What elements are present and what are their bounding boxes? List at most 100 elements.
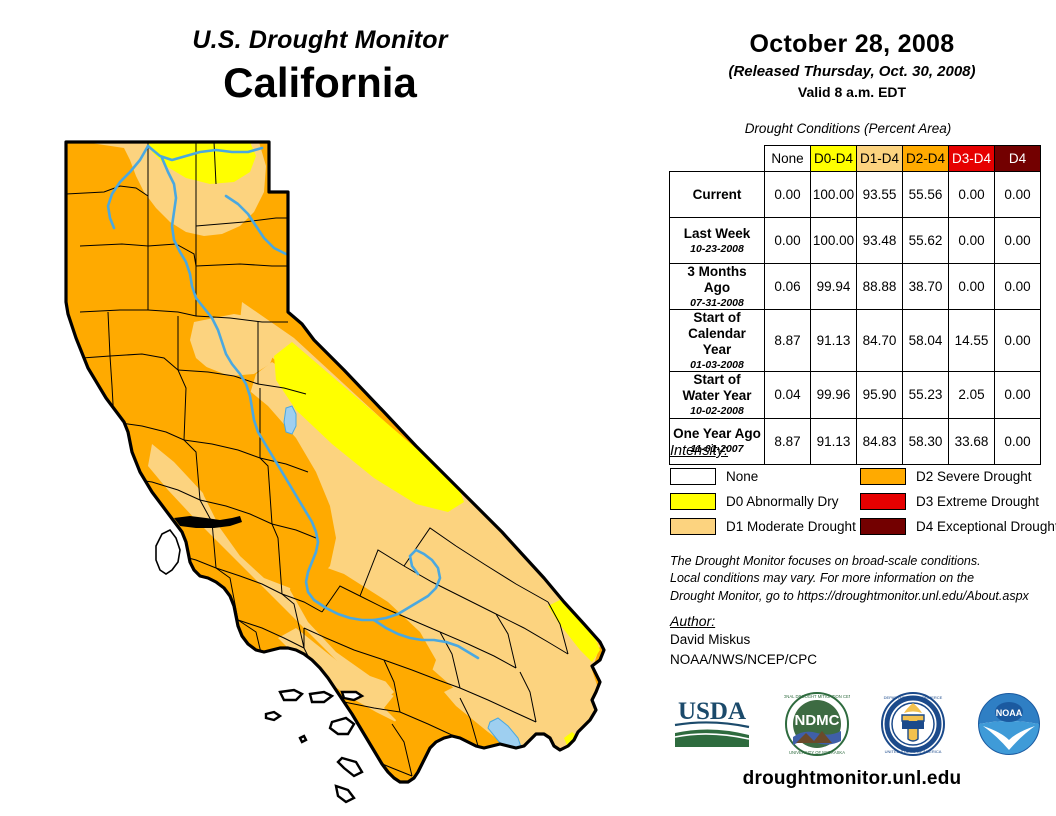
legend-label-none: None	[726, 469, 759, 484]
cell-3months-d0d4: 99.94	[810, 262, 857, 311]
table-row: Current 0.00 100.00 93.55 55.56 0.00 0.0…	[669, 171, 1041, 218]
legend-label-d4: D4 Exceptional Drought	[916, 519, 1056, 534]
column-header-d1-d4: D1-D4	[856, 145, 903, 172]
san-francisco-bay	[155, 516, 242, 575]
cell-3months-none: 0.06	[764, 262, 811, 311]
cell-lastweek-d2d4: 55.62	[902, 217, 949, 264]
cell-lastweek-d4: 0.00	[994, 217, 1041, 264]
cell-calyear-d3d4: 14.55	[948, 309, 995, 373]
legend-item-d0: D0 Abnormally Dry	[670, 490, 860, 513]
cell-wateryear-d1d4: 95.90	[856, 371, 903, 419]
cell-calyear-d4: 0.00	[994, 309, 1041, 373]
cell-current-none: 0.00	[764, 171, 811, 218]
swatch-d2-icon	[860, 468, 906, 485]
cell-current-d1d4: 93.55	[856, 171, 903, 218]
cell-current-d2d4: 55.56	[902, 171, 949, 218]
author-block: Author: David Miskus NOAA/NWS/NCEP/CPC	[670, 613, 970, 669]
column-header-d3-d4: D3-D4	[948, 145, 995, 172]
cell-wateryear-d0d4: 99.96	[810, 371, 857, 419]
disclaimer-line-1: The Drought Monitor focuses on broad-sca…	[670, 554, 981, 568]
row-label-text: Start of Calendar Year	[688, 310, 746, 358]
cell-calyear-d1d4: 84.70	[856, 309, 903, 373]
swatch-d3-icon	[860, 493, 906, 510]
swatch-d4-icon	[860, 518, 906, 535]
release-date: (Released Thursday, Oct. 30, 2008)	[728, 63, 976, 80]
row-label-text: 3 Months Ago	[687, 264, 747, 295]
row-label-date: 01-03-2008	[690, 358, 744, 371]
author-name: David Miskus	[670, 632, 751, 647]
cell-lastweek-d3d4: 0.00	[948, 217, 995, 264]
legend-label-d2: D2 Severe Drought	[916, 469, 1032, 484]
ndmc-logo-icon: NDMC NATIONAL DROUGHT MITIGATION CENTER …	[774, 691, 860, 756]
cell-lastweek-d1d4: 93.48	[856, 217, 903, 264]
row-label-text: Last Week	[683, 225, 751, 241]
usda-seal-logo[interactable]: DEPARTMENT OF COMMERCE UNITED STATES OF …	[880, 691, 946, 762]
column-header-d0-d4: D0-D4	[810, 145, 857, 172]
date-block: October 28, 2008 (Released Thursday, Oct…	[648, 30, 1056, 100]
intensity-legend: Intensity: None D0 Abnormally Dry D1 Mod…	[670, 443, 1056, 540]
cell-calyear-d2d4: 58.04	[902, 309, 949, 373]
row-label-text: Start of Water Year	[682, 372, 752, 404]
legend-label-d3: D3 Extreme Drought	[916, 494, 1040, 509]
cell-3months-d2d4: 38.70	[902, 262, 949, 311]
legend-column-right: D2 Severe Drought D3 Extreme Drought D4 …	[860, 465, 1056, 540]
cell-wateryear-d3d4: 2.05	[948, 371, 995, 419]
cell-oneyear-d0d4: 91.13	[810, 417, 857, 465]
cell-lastweek-none: 0.00	[764, 217, 811, 264]
legend-columns: None D0 Abnormally Dry D1 Moderate Droug…	[670, 465, 1056, 540]
logo-row: USDA NDMC NATIONAL DROUGHT MITIGATION CE…	[656, 686, 1056, 766]
disclaimer-line-3: Drought Monitor, go to https://droughtmo…	[670, 588, 1029, 603]
cell-current-d4: 0.00	[994, 171, 1041, 218]
row-label-last-week: Last Week 10-23-2008	[669, 217, 765, 264]
cell-calyear-d0d4: 91.13	[810, 309, 857, 373]
site-url[interactable]: droughtmonitor.unl.edu	[742, 768, 962, 789]
d1-moderate-region-southeast	[250, 362, 600, 776]
row-label-date: 10-02-2008	[690, 405, 744, 418]
d0-abnormally-dry-southeast	[548, 598, 600, 662]
svg-text:NATIONAL DROUGHT MITIGATION CE: NATIONAL DROUGHT MITIGATION CENTER	[784, 694, 850, 699]
d0-abnormally-dry-east	[274, 342, 464, 512]
report-date: October 28, 2008	[749, 30, 955, 58]
disclaimer-text: The Drought Monitor focuses on broad-sca…	[670, 553, 1056, 605]
legend-item-d3: D3 Extreme Drought	[860, 490, 1050, 513]
swatch-none-icon	[670, 468, 716, 485]
table-row: 3 Months Ago 07-31-2008 0.06 99.94 88.88…	[669, 262, 1041, 311]
svg-text:USDA: USDA	[678, 698, 746, 725]
svg-text:UNIVERSITY OF NEBRASKA: UNIVERSITY OF NEBRASKA	[789, 750, 845, 755]
intensity-heading: Intensity:	[670, 443, 729, 459]
california-state-outline	[64, 140, 606, 784]
cell-3months-d3d4: 0.00	[948, 262, 995, 311]
drought-fill-layer	[66, 142, 604, 782]
drought-conditions-table: None D0-D4 D1-D4 D2-D4 D3-D4 D4 Current …	[669, 145, 1041, 465]
svg-text:DEPARTMENT OF COMMERCE: DEPARTMENT OF COMMERCE	[884, 695, 943, 700]
author-affiliation: NOAA/NWS/NCEP/CPC	[670, 651, 818, 667]
california-drought-map[interactable]	[44, 126, 624, 812]
table-header: None D0-D4 D1-D4 D2-D4 D3-D4 D4	[670, 145, 1041, 172]
legend-label-d0: D0 Abnormally Dry	[726, 494, 839, 509]
usda-logo[interactable]: USDA	[671, 695, 753, 758]
author-heading: Author:	[670, 613, 716, 629]
california-map-svg[interactable]	[44, 126, 624, 812]
lake-tahoe	[283, 405, 297, 435]
cell-calyear-none: 8.87	[764, 309, 811, 373]
legend-label-d1: D1 Moderate Drought	[726, 519, 856, 534]
column-header-d4: D4	[994, 145, 1041, 172]
swatch-d1-icon	[670, 518, 716, 535]
valid-time: Valid 8 a.m. EDT	[797, 84, 907, 100]
row-label-text: One Year Ago	[673, 426, 761, 442]
channel-islands	[264, 688, 365, 804]
table-row: One Year Ago 11-01-2007 8.87 91.13 84.83…	[669, 417, 1041, 465]
row-label-start-calendar-year: Start of Calendar Year 01-03-2008	[669, 309, 765, 373]
disclaimer-line-2: Local conditions may vary. For more info…	[670, 571, 975, 586]
row-label-3-months-ago: 3 Months Ago 07-31-2008	[669, 262, 765, 311]
d2-southern-valley	[290, 556, 436, 688]
info-panel: October 28, 2008 (Released Thursday, Oct…	[648, 0, 1056, 816]
row-label-date: 07-31-2008	[690, 296, 744, 309]
noaa-logo[interactable]: NOAA	[977, 692, 1041, 761]
legend-item-none: None	[670, 465, 860, 488]
cell-oneyear-none: 8.87	[764, 417, 811, 465]
ndmc-logo[interactable]: NDMC NATIONAL DROUGHT MITIGATION CENTER …	[774, 691, 860, 762]
cell-wateryear-d4: 0.00	[994, 371, 1041, 419]
swatch-d0-icon	[670, 493, 716, 510]
cell-current-d3d4: 0.00	[948, 171, 995, 218]
